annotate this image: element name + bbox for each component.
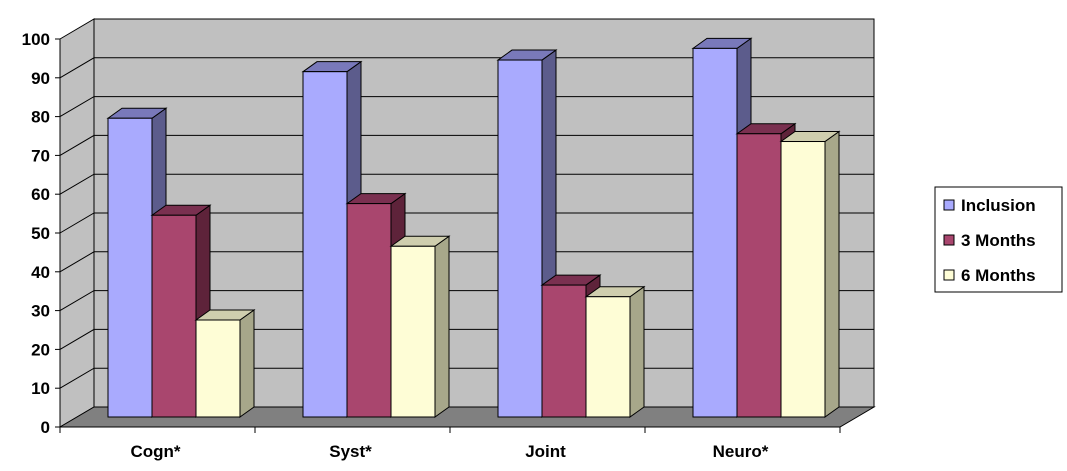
y-axis-ticks: 0 10 20 30 40 50 60 70 80 90 100 [22,30,60,437]
y-tick-label: 100 [22,30,50,49]
bar-front [692,47,738,418]
y-tick-label: 20 [31,340,50,359]
bar-front [736,133,782,418]
legend-item-inclusion: Inclusion [943,196,1036,215]
bar-6-months-cogn [194,309,256,418]
gridline-70 [59,134,874,156]
bar-front [151,214,197,418]
legend-item-6-months: 6 Months [943,266,1036,285]
bar-front [302,71,348,418]
x-tick-label-syst: Syst* [329,442,372,461]
legend: Inclusion 3 Months 6 Months [934,186,1063,293]
bar-side [239,309,255,418]
legend-label: Inclusion [961,196,1036,215]
legend-label: 6 Months [961,266,1036,285]
legend-swatch [943,234,955,246]
y-tick-label: 30 [31,302,50,321]
bar-side [629,285,645,418]
y-tick-label: 60 [31,185,50,204]
y-tick-label: 40 [31,263,50,282]
bar-side [434,235,450,418]
x-tick-label-neuro: Neuro* [713,442,769,461]
y-tick-label: 70 [31,146,50,165]
y-tick-label: 90 [31,69,50,88]
bars [106,37,841,418]
bar-front [497,59,543,418]
gridline-60 [59,173,874,195]
bar-front [541,284,587,418]
legend-swatch [943,269,955,281]
bar-front [780,141,826,418]
y-tick-label: 80 [31,108,50,127]
y-tick-label: 0 [41,418,50,437]
x-tick-label-cogn: Cogn* [130,442,180,461]
gridline-40 [59,251,874,273]
bar-6-months-neuro [779,130,841,418]
legend-item-3-months: 3 Months [943,231,1036,250]
x-axis-labels: Cogn* Syst* Joint Neuro* [130,442,768,461]
gridline-80 [59,96,874,118]
bar-front [107,117,153,418]
bar-6-months-syst [389,235,451,418]
legend-swatch [943,199,955,211]
bar-side [824,130,840,418]
y-tick-label: 50 [31,224,50,243]
bar-6-months-joint [584,285,646,418]
legend-label: 3 Months [961,231,1036,250]
bar-front [195,319,241,418]
bar-front [390,245,436,418]
legend-box [934,186,1063,293]
x-tick-label-joint: Joint [525,442,566,461]
gridline-50 [59,212,874,234]
bar-front [585,296,631,418]
y-tick-label: 10 [31,379,50,398]
bar-front [346,203,392,418]
gridline-90 [59,57,874,79]
